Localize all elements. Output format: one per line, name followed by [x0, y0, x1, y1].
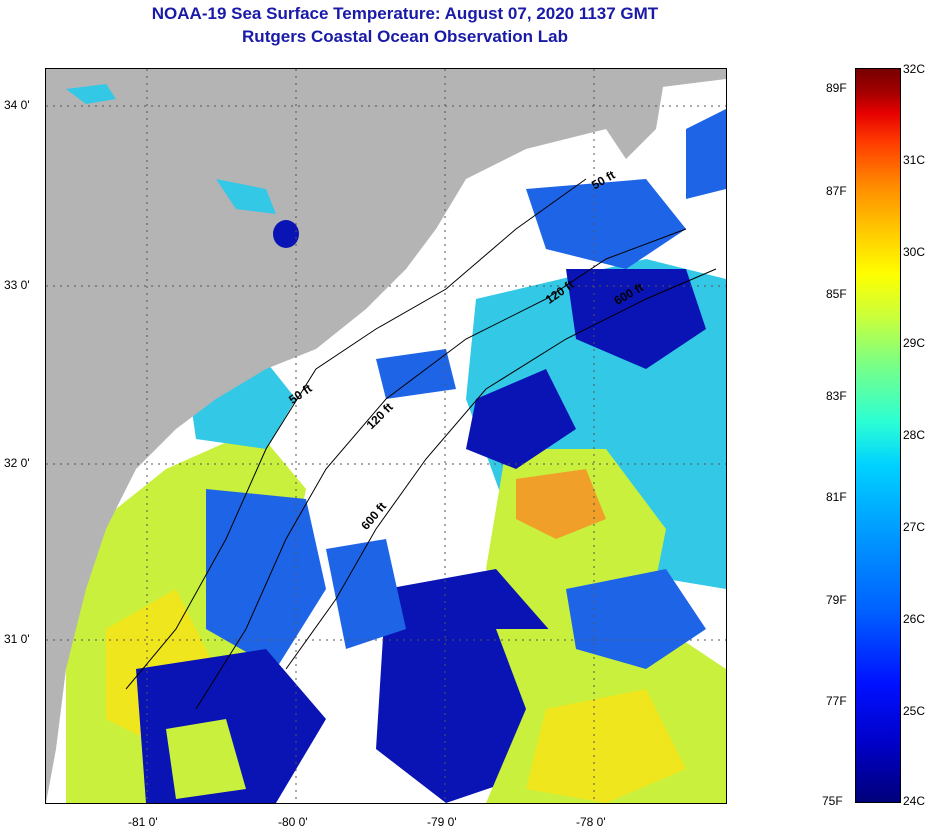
lat-label-32: 32 0'	[4, 456, 30, 470]
lon-label-81: -81 0'	[128, 815, 158, 829]
sst-patch-cool-ne	[686, 109, 726, 199]
contour-600ft	[285, 268, 717, 670]
lat-label-33: 33 0'	[4, 278, 30, 292]
colorbar-f-77: 77F	[826, 694, 847, 708]
sst-patch-cool-mid	[326, 539, 406, 649]
colorbar-f-87: 87F	[826, 184, 847, 198]
lon-label-78: -78 0'	[576, 815, 606, 829]
colorbar-f-83: 83F	[826, 389, 847, 403]
map-title: NOAA-19 Sea Surface Temperature: August …	[151, 4, 659, 23]
lake-patch	[273, 220, 299, 248]
sst-patch-cool-se	[566, 569, 706, 669]
sst-patch-cold-north	[566, 269, 706, 369]
colorbar-c-31: 31C	[903, 153, 926, 167]
lake-patch	[66, 84, 116, 104]
sst-patch-hot-se	[526, 689, 686, 803]
colorbar-c-29: 29C	[903, 336, 926, 350]
contour-50ft	[125, 178, 587, 690]
lake-patch	[216, 179, 276, 214]
colorbar-f-81: 81F	[826, 490, 847, 504]
sst-patch-cold-offshore	[466, 369, 576, 469]
colorbar-c-27: 27C	[903, 520, 926, 534]
colorbar-c-30: 30C	[903, 245, 926, 259]
depth-contours	[125, 178, 717, 710]
colorbar-f-85: 85F	[826, 287, 847, 301]
sst-patch-warm-south-2	[166, 719, 246, 799]
colorbar-c-28: 28C	[903, 428, 926, 442]
land-northeast	[606, 69, 666, 159]
colorbar-c-25: 25C	[903, 704, 926, 718]
lat-label-31: 31 0'	[4, 632, 30, 646]
colorbar-c-32: 32C	[903, 62, 926, 76]
contour-120ft	[195, 228, 687, 710]
lon-label-80: -80 0'	[278, 815, 308, 829]
sst-patch-cool-north	[526, 179, 686, 269]
lat-label-34: 34 0'	[4, 98, 30, 112]
lon-label-79: -79 0'	[427, 815, 457, 829]
map-subtitle: Rutgers Coastal Ocean Observation Lab	[242, 27, 568, 46]
graticule	[46, 69, 726, 803]
colorbar-f-75: 75F	[822, 794, 843, 808]
colorbar-c-26: 26C	[903, 612, 926, 626]
sst-patches	[66, 109, 726, 803]
colorbar	[855, 68, 901, 803]
colorbar-c-24: 24C	[903, 794, 926, 808]
sst-map: 50 ft 50 ft 120 ft 120 ft 600 ft 600 ft	[45, 68, 727, 804]
sst-map-canvas	[46, 69, 726, 803]
colorbar-f-79: 79F	[826, 593, 847, 607]
sst-patch-hottest-offshore	[516, 469, 606, 539]
land-coastline	[46, 69, 726, 803]
colorbar-f-89: 89F	[826, 81, 847, 95]
